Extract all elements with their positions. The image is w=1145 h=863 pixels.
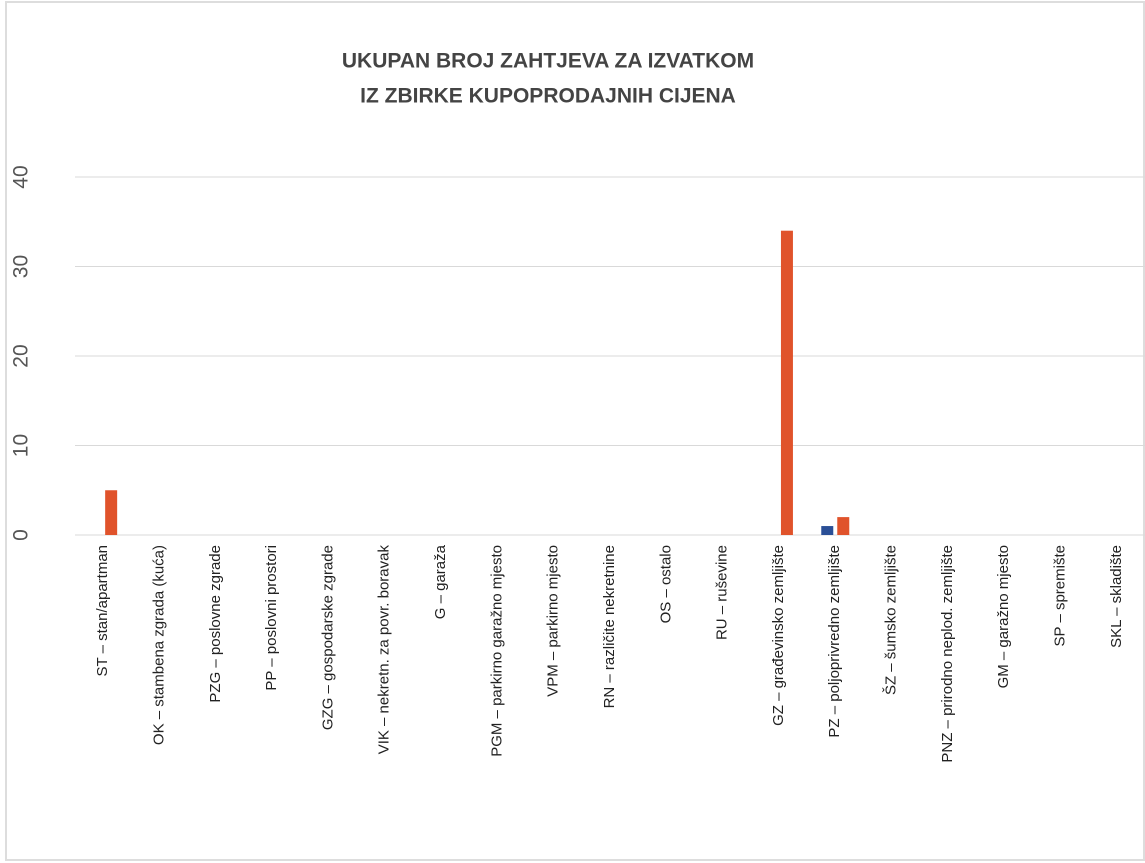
chart-title: UKUPAN BROJ ZAHTJEVA ZA IZVATKOM [342, 50, 754, 73]
x-tick-label: GZ – građevinsko zemljište [770, 545, 787, 726]
x-tick-label: PNZ – prirodno neplod. zemljište [939, 545, 956, 763]
y-tick-label: 20 [10, 344, 33, 367]
x-tick-label: PZG – poslovne zgrade [207, 545, 224, 703]
y-tick-label: 0 [10, 529, 33, 541]
y-tick-label: 30 [10, 255, 33, 278]
y-tick-label: 10 [10, 434, 33, 457]
x-tick-label: ST – stan/apartman [94, 545, 111, 676]
x-tick-label: SKL – skladište [1108, 545, 1125, 648]
x-tick-label: OS – ostalo [657, 545, 674, 623]
x-tick-label: PGM – parkirno garažno mjesto [488, 545, 505, 757]
x-tick-label: OK – stambena zgrada (kuća) [150, 545, 167, 745]
bar [780, 230, 793, 535]
x-tick-label: PZ – poljoprivredno zemljište [826, 545, 843, 738]
x-tick-label: GM – garažno mjesto [995, 545, 1012, 688]
chart-title: IZ ZBIRKE KUPOPRODAJNIH CIJENA [360, 85, 736, 108]
x-tick-label: SP – spremište [1051, 545, 1068, 646]
x-tick-label: PP – poslovni prostori [263, 545, 280, 691]
x-tick-label: ŠZ – šumsko zemljište [883, 545, 900, 695]
bar [837, 517, 850, 535]
bar [105, 490, 118, 535]
y-tick-label: 40 [10, 165, 33, 188]
chart-border [5, 1, 1145, 861]
bar [821, 526, 834, 535]
x-tick-label: G – garaža [432, 544, 449, 619]
x-tick-label: GZG – gospodarske zgrade [319, 545, 336, 730]
x-tick-label: RN – različite nekretnine [601, 545, 618, 708]
x-tick-label: VIK – nekretn. za povr. boravak [376, 545, 393, 755]
x-tick-label: RU – ruševine [714, 545, 731, 640]
x-tick-label: VPM – parkirno mjesto [545, 545, 562, 697]
